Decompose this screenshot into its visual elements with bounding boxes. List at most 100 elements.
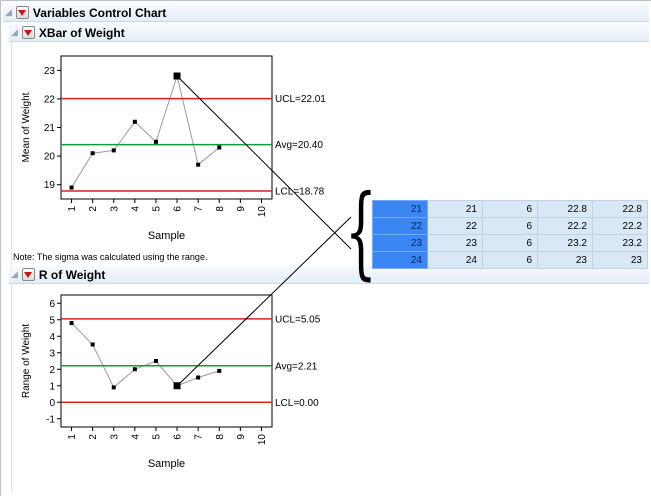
y-tick-label: 2 <box>49 365 55 376</box>
selected-data-point[interactable] <box>173 72 181 80</box>
control-line-label: Avg=2.21 <box>275 361 318 372</box>
table-cell[interactable]: 23 <box>592 251 648 269</box>
data-point[interactable] <box>90 342 95 347</box>
x-tick-label: 7 <box>194 206 205 212</box>
table-cell[interactable]: 23.2 <box>537 234 593 252</box>
row-number-cell[interactable]: 21 <box>372 200 428 218</box>
red-triangle-glyph <box>24 271 33 278</box>
data-point[interactable] <box>153 359 158 363</box>
outline-title-xbar: XBar of Weight <box>38 25 125 40</box>
data-point[interactable] <box>111 385 116 390</box>
x-tick-label: 4 <box>130 434 141 440</box>
outline-header-xbar-of-weight: ◢ XBar of Weight <box>9 24 649 42</box>
table-cell[interactable]: 6 <box>482 251 538 269</box>
data-point[interactable] <box>90 151 95 156</box>
x-tick-label: 10 <box>257 206 268 218</box>
x-tick-label: 9 <box>236 434 247 440</box>
red-triangle-menu-icon[interactable] <box>15 6 29 19</box>
table-row[interactable]: 22 22 6 22.2 22.2 <box>372 217 648 235</box>
control-line-label: UCL=22.01 <box>275 94 326 105</box>
table-cell[interactable]: 21 <box>427 200 483 218</box>
r-control-chart: UCL=5.05 Avg=2.21 LCL=0.00 -1 0 1 2 3 4 5 6 1 2 3 4 5 6 7… <box>21 294 321 470</box>
outline-hierarchy-line <box>11 23 12 491</box>
x-axis-title: Sample <box>148 458 185 470</box>
y-tick-label: 21 <box>44 123 56 134</box>
red-triangle-menu-icon[interactable] <box>21 26 35 39</box>
data-point[interactable] <box>132 119 137 124</box>
table-cell[interactable]: 6 <box>482 234 538 252</box>
x-tick-label: 3 <box>109 206 120 212</box>
y-tick-label: 6 <box>49 299 55 310</box>
data-point[interactable] <box>69 321 74 326</box>
y-tick-label: 20 <box>44 152 56 163</box>
x-tick-label: 6 <box>173 206 184 212</box>
selected-data-point[interactable] <box>173 382 181 390</box>
table-cell[interactable]: 24 <box>427 251 483 269</box>
data-table: 21 21 6 22.8 22.8 22 22 6 22.2 22.2 23 23 6 23.2 23.2 2… <box>372 200 648 269</box>
data-point[interactable] <box>132 367 137 372</box>
table-cell[interactable]: 22.2 <box>592 217 648 235</box>
plot-frame <box>60 294 273 428</box>
table-row[interactable]: 21 21 6 22.8 22.8 <box>372 200 648 218</box>
data-point[interactable] <box>196 162 201 167</box>
data-point[interactable] <box>217 145 222 150</box>
data-point[interactable] <box>111 148 116 153</box>
table-cell[interactable]: 22.8 <box>537 200 593 218</box>
control-line-label: LCL=0.00 <box>275 398 319 409</box>
control-line-label: UCL=5.05 <box>275 314 321 325</box>
x-tick-label: 10 <box>257 434 268 446</box>
outline-title-r: R of Weight <box>38 267 106 282</box>
y-tick-label: 0 <box>49 398 55 409</box>
x-tick-label: 5 <box>151 434 162 440</box>
x-tick-label: 1 <box>67 206 78 212</box>
table-cell[interactable]: 23.2 <box>592 234 648 252</box>
x-tick-label: 9 <box>236 206 247 212</box>
table-cell[interactable]: 22.2 <box>537 217 593 235</box>
x-tick-label: 8 <box>215 434 226 440</box>
y-axis-title: Mean of Weight <box>21 92 32 162</box>
row-number-cell[interactable]: 23 <box>372 234 428 252</box>
outline-header-variables-control-chart: ◢ Variables Control Chart <box>3 4 649 22</box>
y-tick-label: 1 <box>49 381 55 392</box>
y-tick-label: 4 <box>49 332 55 343</box>
x-tick-label: 8 <box>215 206 226 212</box>
data-point[interactable] <box>69 185 74 190</box>
plot-frame <box>60 55 273 200</box>
x-tick-label: 7 <box>194 434 205 440</box>
x-tick-label: 5 <box>151 206 162 212</box>
disclosure-triangle-icon[interactable]: ◢ <box>11 27 18 37</box>
y-tick-label: -1 <box>46 414 55 425</box>
x-tick-label: 2 <box>88 434 99 440</box>
table-cell[interactable]: 6 <box>482 200 538 218</box>
data-point[interactable] <box>196 375 201 380</box>
x-tick-label: 4 <box>130 206 141 212</box>
table-row[interactable]: 23 23 6 23.2 23.2 <box>372 234 648 252</box>
row-number-cell[interactable]: 22 <box>372 217 428 235</box>
table-cell[interactable]: 6 <box>482 217 538 235</box>
table-cell[interactable]: 22 <box>427 217 483 235</box>
data-point[interactable] <box>153 139 158 144</box>
sigma-note: Note: The sigma was calculated using the… <box>13 252 208 262</box>
table-cell[interactable]: 23 <box>427 234 483 252</box>
table-cell[interactable]: 23 <box>537 251 593 269</box>
x-axis-title: Sample <box>148 230 185 242</box>
red-triangle-glyph <box>18 9 27 16</box>
y-tick-label: 22 <box>44 94 56 105</box>
x-tick-label: 2 <box>88 206 99 212</box>
table-cell[interactable]: 22.8 <box>592 200 648 218</box>
y-tick-label: 3 <box>49 348 55 359</box>
data-point[interactable] <box>217 368 222 373</box>
x-tick-label: 3 <box>109 434 120 440</box>
outline-title-root: Variables Control Chart <box>32 5 167 20</box>
red-triangle-menu-icon[interactable] <box>21 268 35 281</box>
red-triangle-glyph <box>24 29 33 36</box>
y-tick-label: 5 <box>49 315 55 326</box>
disclosure-triangle-icon[interactable]: ◢ <box>5 7 12 17</box>
row-number-cell[interactable]: 24 <box>372 251 428 269</box>
disclosure-triangle-icon[interactable]: ◢ <box>11 269 18 279</box>
control-line-label: LCL=18.78 <box>275 186 325 197</box>
y-axis-title: Range of Weight <box>21 324 32 399</box>
table-row[interactable]: 24 24 6 23 23 <box>372 251 648 269</box>
